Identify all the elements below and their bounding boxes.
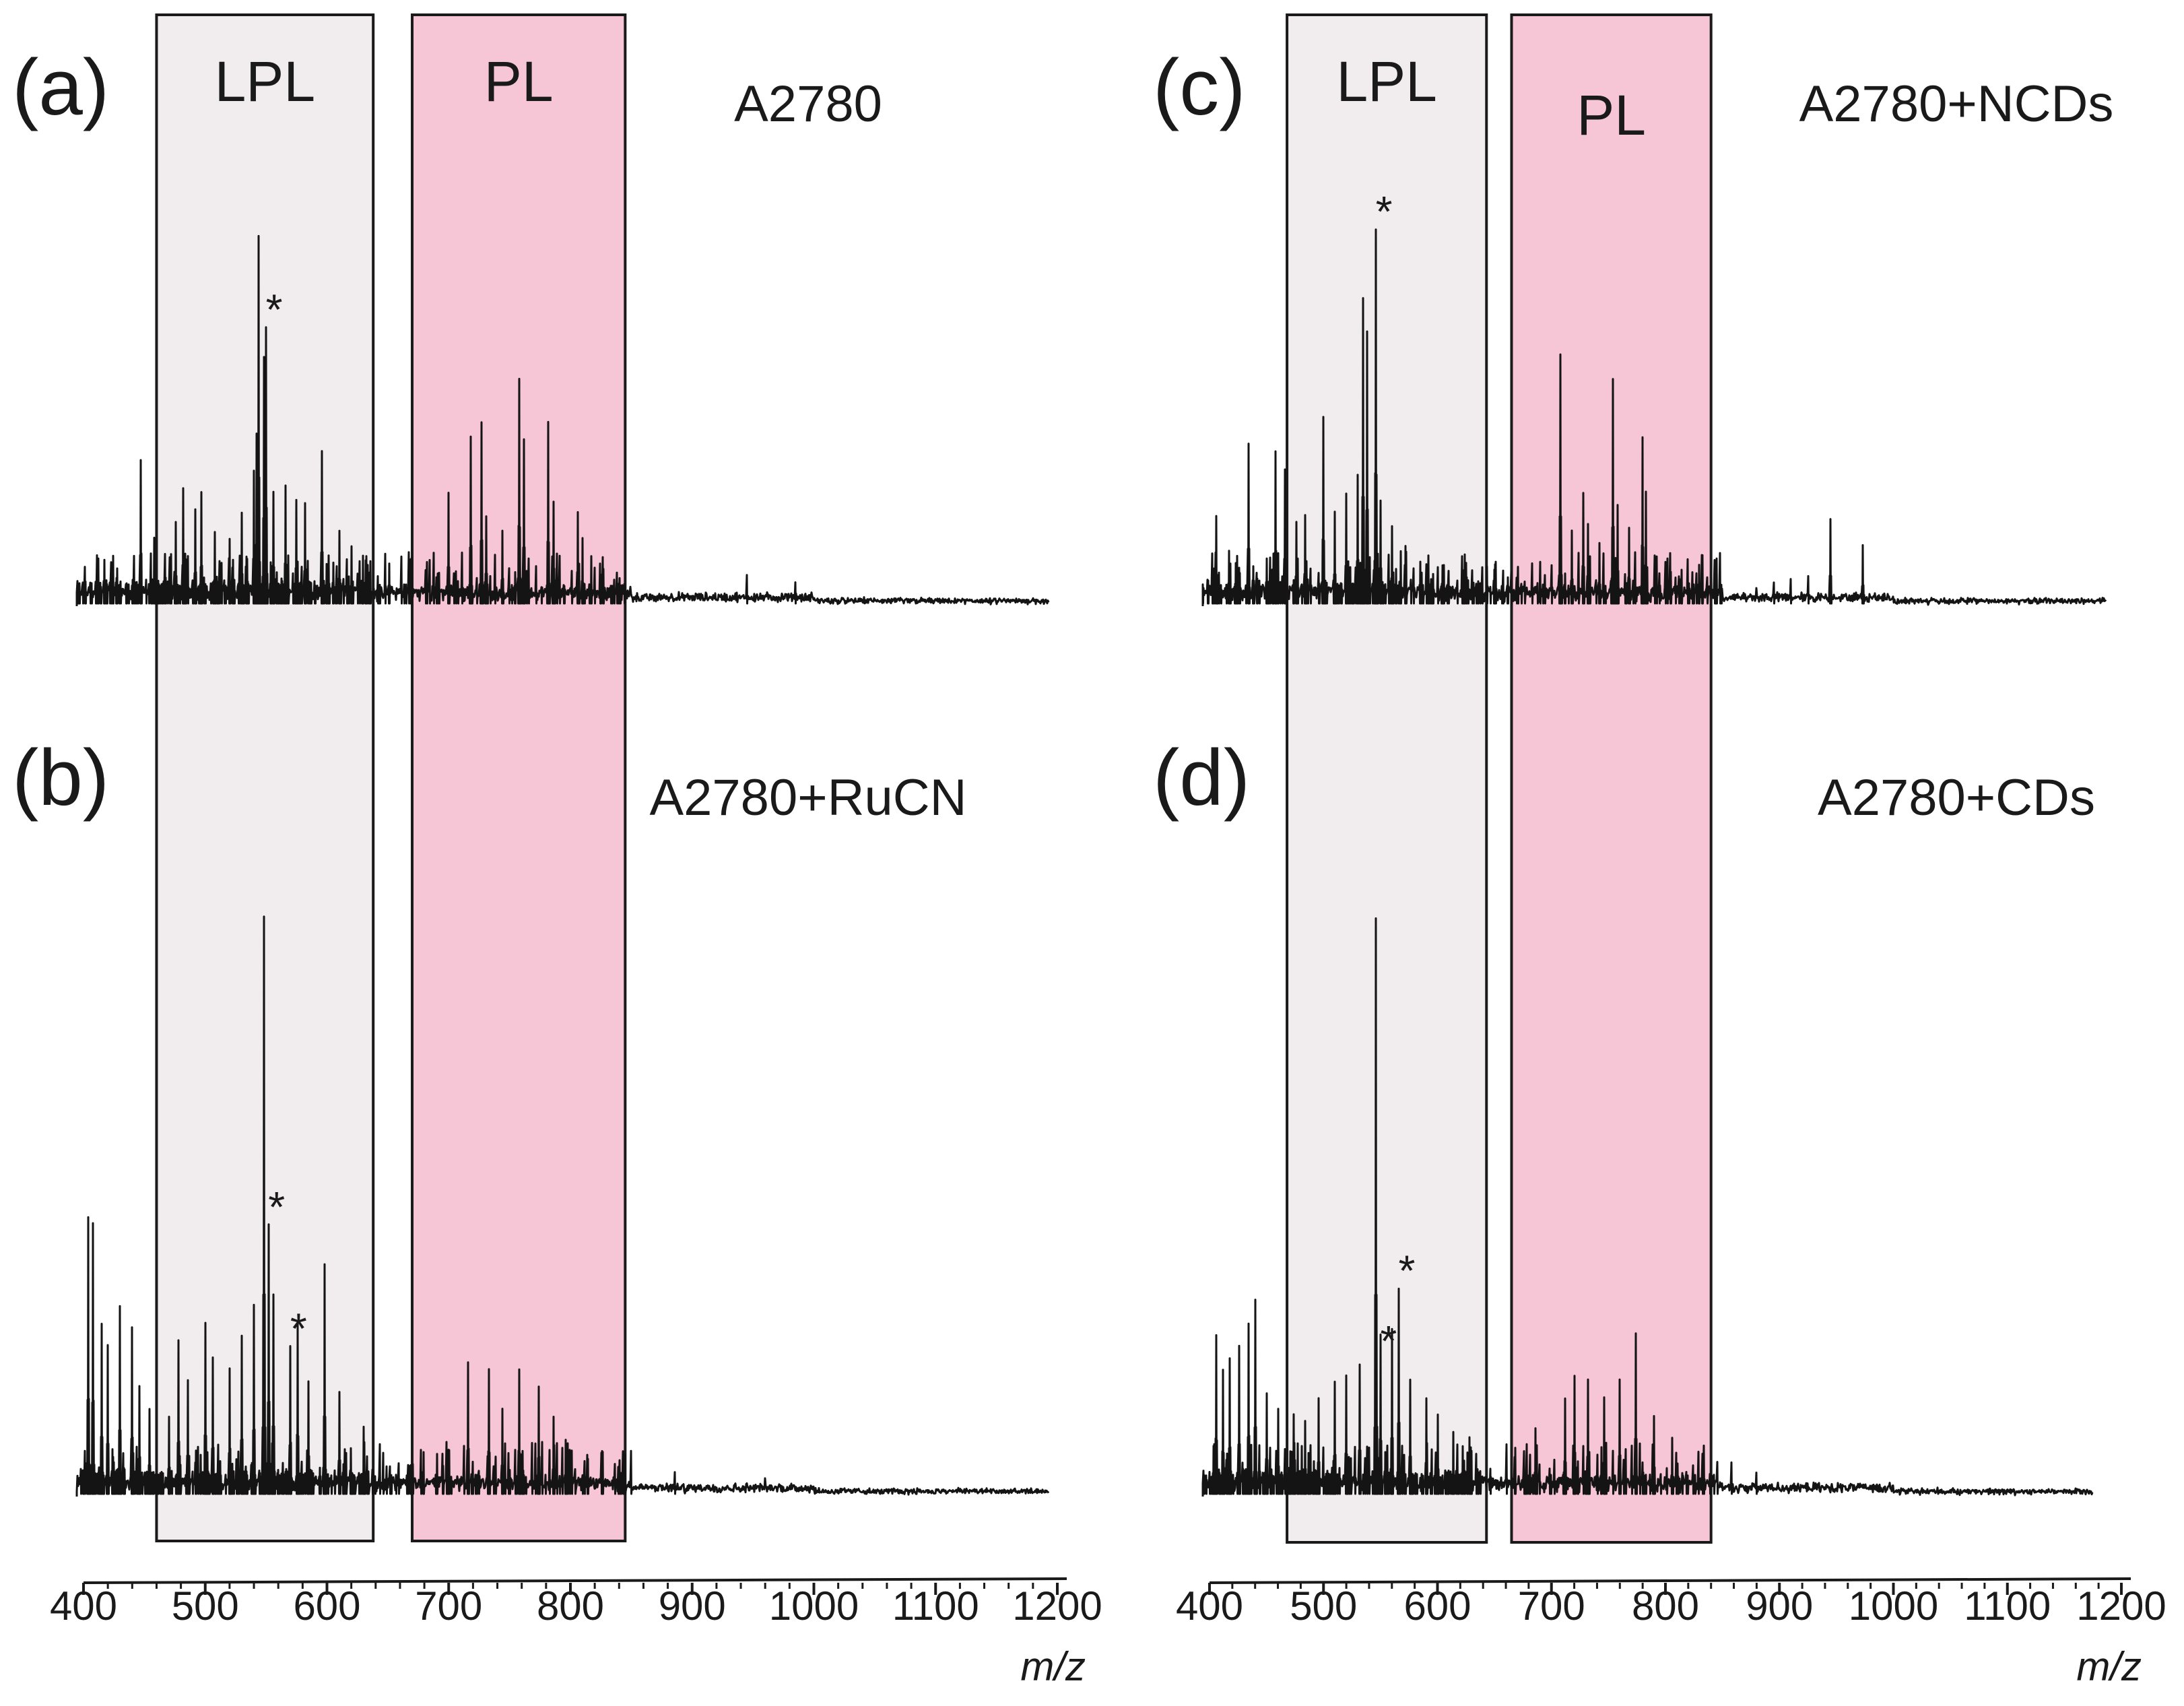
tick-label-900: 900 bbox=[1746, 1583, 1813, 1629]
tick-label-400: 400 bbox=[1176, 1583, 1243, 1629]
tick-label-1100: 1100 bbox=[1964, 1583, 2051, 1629]
tick-label-700: 700 bbox=[1518, 1583, 1585, 1629]
tick-label-1100: 1100 bbox=[892, 1583, 979, 1629]
peak-star-a-1: * bbox=[266, 286, 283, 334]
tick-label-800: 800 bbox=[537, 1583, 604, 1629]
peak-star-b-2: * bbox=[290, 1304, 307, 1352]
peak-star-c-1: * bbox=[1376, 187, 1393, 236]
peak-star-d-1: * bbox=[1380, 1317, 1397, 1365]
mz-axis-label: m/z bbox=[2076, 1644, 2142, 1689]
mz-axis-line-1 bbox=[83, 1577, 1067, 1584]
peak-star-b-1: * bbox=[268, 1183, 285, 1231]
tick-label-1200: 1200 bbox=[2076, 1583, 2166, 1629]
mz-axis-label: m/z bbox=[1020, 1644, 1086, 1689]
spectrum-trace-d bbox=[1201, 917, 2094, 1497]
tick-label-400: 400 bbox=[50, 1583, 117, 1629]
panel-letter-d: (d) bbox=[1153, 733, 1250, 822]
peak-star-d-2: * bbox=[1399, 1246, 1416, 1294]
region-label-pl: PL bbox=[1577, 84, 1646, 147]
panel-letter-c: (c) bbox=[1153, 43, 1246, 132]
tick-label-500: 500 bbox=[1290, 1583, 1357, 1629]
region-box-lpl-col2 bbox=[1286, 13, 1488, 1544]
tick-label-600: 600 bbox=[1403, 1583, 1471, 1629]
spectrum-trace-c bbox=[1201, 228, 2107, 606]
spectrum-traces bbox=[75, 228, 2107, 1497]
mz-axis-line-2 bbox=[1209, 1577, 2131, 1584]
sample-label-c: A2780+NCDs bbox=[1799, 75, 2114, 133]
tick-label-800: 800 bbox=[1632, 1583, 1699, 1629]
region-label-lpl: LPL bbox=[215, 50, 315, 113]
tick-label-600: 600 bbox=[293, 1583, 360, 1629]
spectrum-trace-a bbox=[75, 234, 1050, 606]
sample-label-d: A2780+CDs bbox=[1818, 769, 2095, 826]
region-box-pl-col1 bbox=[411, 13, 627, 1542]
tick-label-1000: 1000 bbox=[1849, 1583, 1938, 1629]
sample-label-a: A2780 bbox=[734, 75, 882, 133]
panel-letter-b: (b) bbox=[12, 733, 109, 822]
region-label-lpl: LPL bbox=[1336, 50, 1436, 113]
tick-label-700: 700 bbox=[415, 1583, 482, 1629]
tick-label-500: 500 bbox=[172, 1583, 239, 1629]
panel-letter-a: (a) bbox=[12, 43, 109, 132]
tick-label-900: 900 bbox=[659, 1583, 726, 1629]
mz-axes: 400 500 600 700 800 900 1000 1100 1200 m/z 400 500 6… bbox=[50, 1577, 2166, 1689]
lipid-region-boxes bbox=[155, 13, 1713, 1544]
sample-label-b: A2780+RuCN bbox=[649, 769, 966, 826]
spectrum-trace-b bbox=[75, 915, 1050, 1497]
region-box-pl-col2 bbox=[1510, 13, 1713, 1544]
tick-label-1200: 1200 bbox=[1012, 1583, 1102, 1629]
region-label-pl: PL bbox=[484, 50, 554, 113]
tick-label-1000: 1000 bbox=[769, 1583, 859, 1629]
